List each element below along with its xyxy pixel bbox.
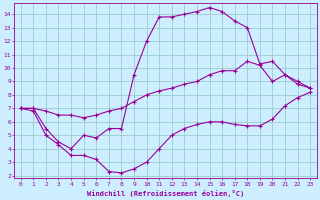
- X-axis label: Windchill (Refroidissement éolien,°C): Windchill (Refroidissement éolien,°C): [87, 190, 244, 197]
